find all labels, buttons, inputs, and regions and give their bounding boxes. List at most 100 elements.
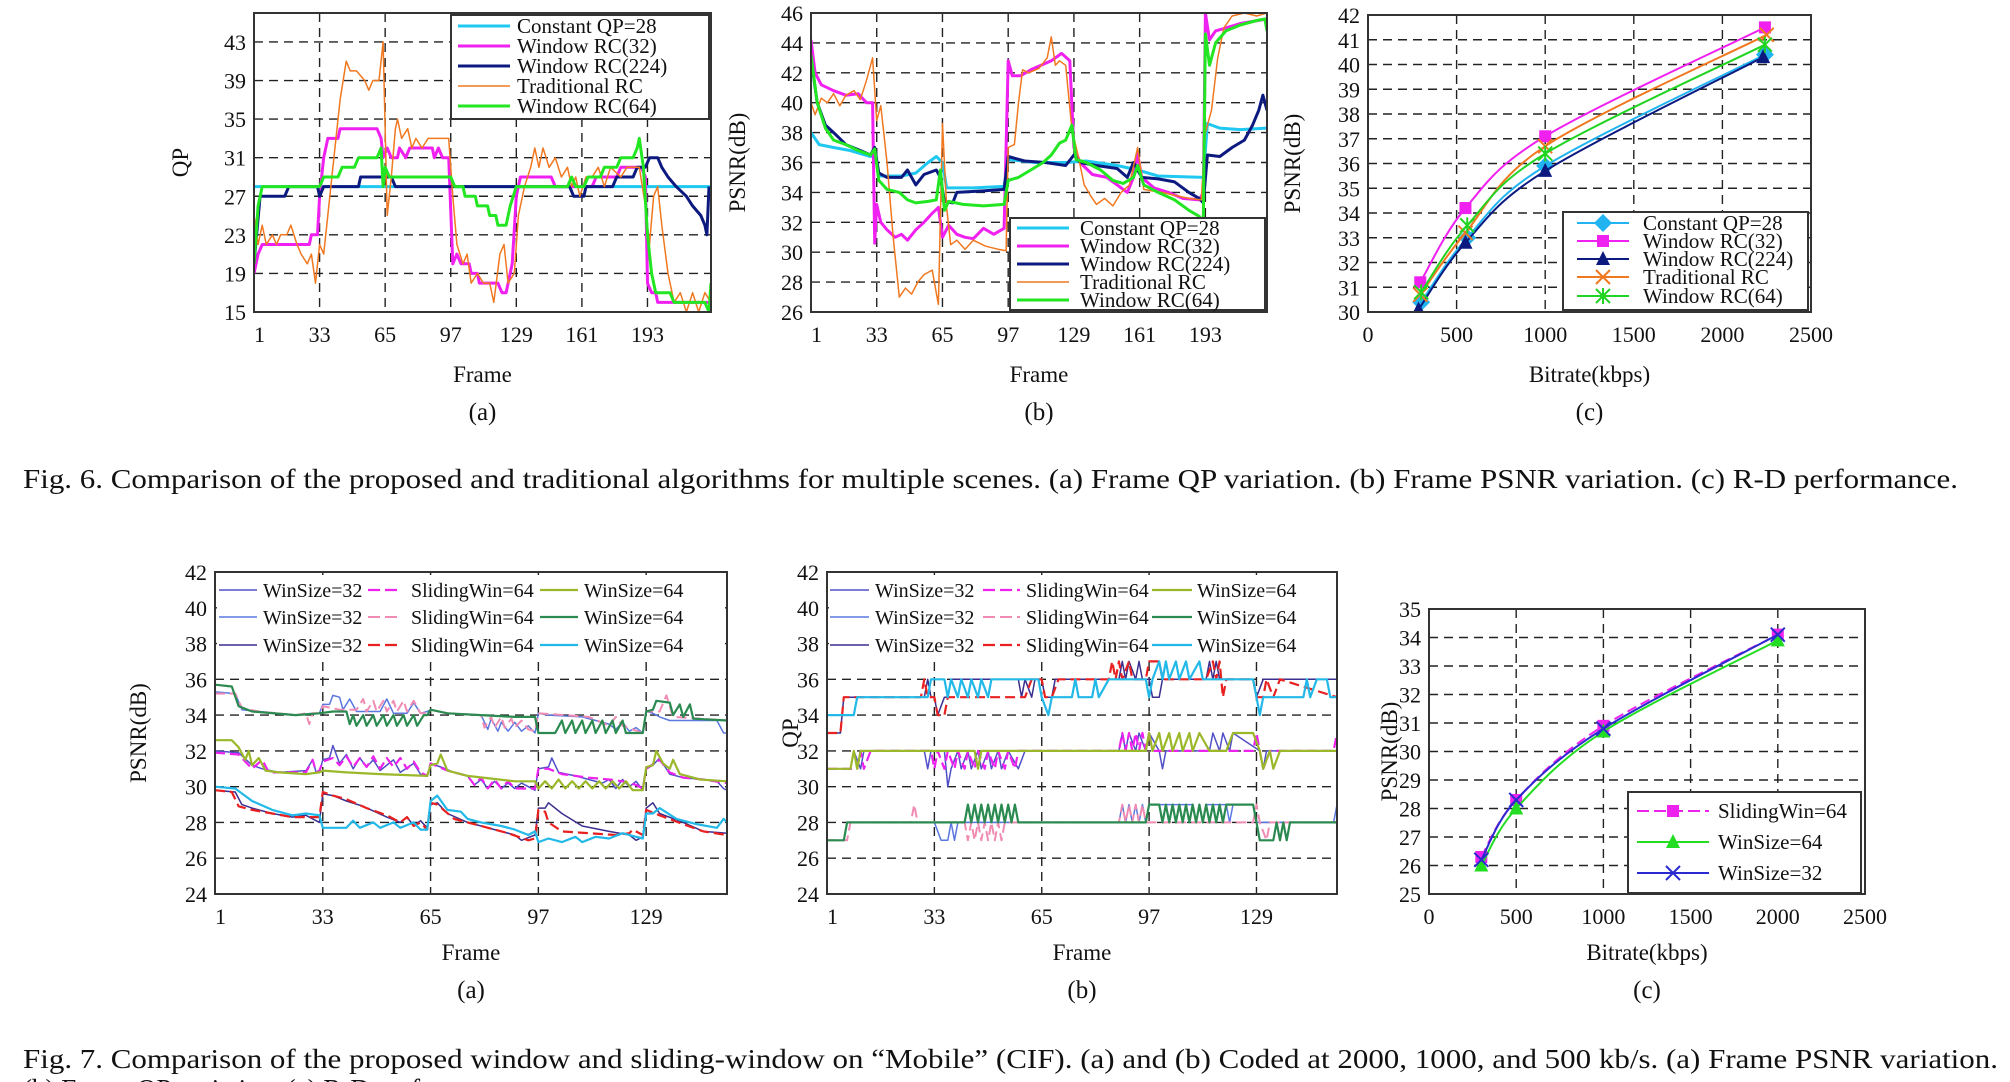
y-tick-label: 31 xyxy=(1399,711,1421,736)
legend-item: WinSize=64 xyxy=(1637,830,1823,854)
series-line-1 xyxy=(1480,639,1779,867)
series-line-0 xyxy=(215,744,727,791)
x-tick-label: 1500 xyxy=(1669,904,1713,929)
legend-label: WinSize=64 xyxy=(584,580,683,602)
series-line-3 xyxy=(811,13,1267,306)
series-line-4 xyxy=(254,136,711,312)
legend-label: SlidingWin=64 xyxy=(1026,580,1149,602)
x-tick-label: 2000 xyxy=(1756,904,1800,929)
y-tick-label: 42 xyxy=(185,560,207,585)
legend-label: SlidingWin=64 xyxy=(1718,799,1847,823)
y-tick-label: 36 xyxy=(185,667,207,692)
series-line-1 xyxy=(811,13,1267,245)
y-axis-title: QP xyxy=(168,148,193,177)
legend-label: WinSize=64 xyxy=(1718,830,1823,854)
legend-item: SlidingWin=64 xyxy=(983,580,1149,602)
y-tick-label: 26 xyxy=(1399,854,1421,879)
data-point-triangle xyxy=(1538,162,1553,177)
data-point-triangle xyxy=(1756,49,1771,64)
legend-item: Constant QP=28 xyxy=(458,14,657,38)
legend-square-marker-icon xyxy=(1667,805,1679,817)
subfigure-label: (a) xyxy=(457,977,485,1004)
legend-item: SlidingWin=64 xyxy=(368,607,534,629)
legend-label: Traditional RC xyxy=(1080,270,1206,294)
legend-label: Window RC(64) xyxy=(1643,284,1783,308)
legend-label: SlidingWin=64 xyxy=(411,607,534,629)
legend-label: Constant QP=28 xyxy=(517,14,657,38)
series-line-1 xyxy=(254,127,711,304)
data-point-x xyxy=(1473,852,1490,868)
data-point-square xyxy=(1414,276,1427,289)
series-line-1 xyxy=(1419,26,1766,283)
y-tick-label: 30 xyxy=(1338,300,1360,325)
y-tick-label: 42 xyxy=(781,61,803,86)
legend-label: WinSize=64 xyxy=(1197,635,1296,657)
x-tick-label: 1 xyxy=(811,322,822,347)
y-tick-label: 32 xyxy=(797,739,819,764)
x-tick-label: 129 xyxy=(1057,322,1090,347)
legend-item: Traditional RC xyxy=(458,74,643,98)
x-axis-title: Frame xyxy=(453,362,512,387)
legend-item: Traditional RC xyxy=(1577,265,1769,289)
legend-item: SlidingWin=64 xyxy=(368,635,534,657)
subfigure-label: (c) xyxy=(1633,977,1661,1004)
y-tick-label: 27 xyxy=(1399,825,1421,850)
y-axis-title: PSNR(dB) xyxy=(725,113,750,213)
legend-item: SlidingWin=64 xyxy=(983,607,1149,629)
series-line-3 xyxy=(1419,33,1768,296)
y-tick-label: 28 xyxy=(797,810,819,835)
series-line-2 xyxy=(1417,56,1764,311)
x-axis-title: Bitrate(kbps) xyxy=(1529,362,1650,387)
x-axis-title: Bitrate(kbps) xyxy=(1586,940,1707,965)
y-tick-label: 31 xyxy=(224,146,246,171)
legend-item: Window RC(64) xyxy=(1577,284,1783,308)
x-tick-label: 2500 xyxy=(1843,904,1887,929)
y-tick-label: 15 xyxy=(224,300,246,325)
y-tick-label: 30 xyxy=(1399,740,1421,765)
legend-item: Window RC(32) xyxy=(458,34,657,58)
legend-background xyxy=(217,575,725,656)
legend-label: Window RC(224) xyxy=(1643,247,1793,271)
data-point-triangle xyxy=(1596,723,1611,738)
y-tick-label: 30 xyxy=(781,240,803,265)
x-tick-label: 129 xyxy=(630,904,663,929)
legend-label: Window RC(32) xyxy=(1643,229,1783,253)
y-tick-label: 26 xyxy=(781,300,803,325)
y-tick-label: 26 xyxy=(797,846,819,871)
x-tick-label: 500 xyxy=(1500,904,1533,929)
legend-item: Window RC(32) xyxy=(1577,229,1783,253)
legend-item: WinSize=64 xyxy=(540,607,683,629)
legend-item: WinSize=64 xyxy=(540,580,683,602)
data-point-triangle xyxy=(1458,234,1473,249)
subfigure-label: (a) xyxy=(469,399,497,426)
x-tick-label: 129 xyxy=(500,322,533,347)
y-tick-label: 40 xyxy=(1338,53,1360,78)
x-tick-label: 2500 xyxy=(1789,322,1833,347)
legend-item: Window RC(64) xyxy=(458,94,657,118)
y-tick-label: 38 xyxy=(797,632,819,657)
y-tick-label: 36 xyxy=(781,151,803,176)
subfigure-label: (c) xyxy=(1576,399,1604,426)
y-tick-label: 38 xyxy=(185,632,207,657)
fig6-caption: Fig. 6. Comparison of the proposed and t… xyxy=(23,464,1958,494)
legend-label: WinSize=64 xyxy=(1197,607,1296,629)
legend-item: Traditional RC xyxy=(1017,270,1206,294)
x-tick-label: 65 xyxy=(931,322,953,347)
y-tick-label: 32 xyxy=(781,210,803,235)
y-tick-label: 34 xyxy=(797,703,819,728)
legend-item: WinSize=32 xyxy=(1637,861,1822,885)
y-tick-label: 23 xyxy=(224,223,246,248)
plot-frame xyxy=(214,571,728,895)
legend-label: Window RC(64) xyxy=(517,94,657,118)
legend-label: WinSize=32 xyxy=(875,635,974,657)
legend-label: SlidingWin=64 xyxy=(411,580,534,602)
legend-asterisk-marker-icon xyxy=(1595,288,1611,304)
legend-diamond-marker-icon xyxy=(1594,214,1612,232)
y-tick-label: 39 xyxy=(224,69,246,94)
legend-triangle-marker-icon xyxy=(1666,834,1680,848)
legend-item: WinSize=64 xyxy=(1152,607,1296,629)
series-line-8 xyxy=(827,660,1337,717)
series-line-8 xyxy=(215,785,727,844)
